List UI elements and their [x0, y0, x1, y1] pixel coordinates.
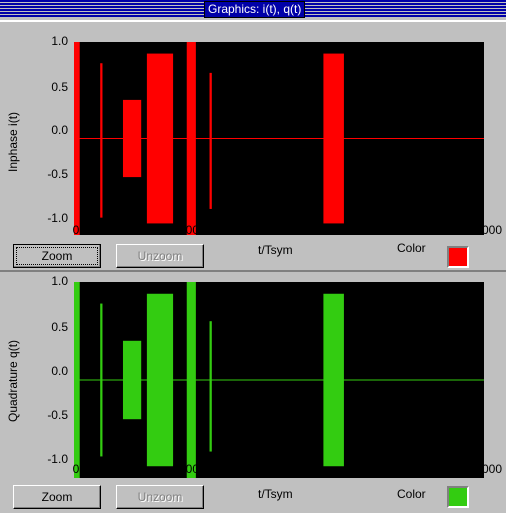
- quadrature-chart: [74, 282, 484, 478]
- quadrature-burst-4: [186, 282, 196, 478]
- quadrature-xtick: 0: [72, 462, 80, 476]
- inphase-xtick: 100000: [282, 223, 324, 237]
- unzoom-button[interactable]: Unzoom: [116, 244, 204, 268]
- inphase-xtick: 150000: [395, 223, 437, 237]
- inphase-x-axis-label: t/Tsym: [258, 243, 293, 257]
- inphase-burst-3: [146, 53, 174, 224]
- zoom-button[interactable]: Zoom: [13, 485, 101, 509]
- quadrature-x-axis-label: t/Tsym: [258, 487, 293, 501]
- quadrature-burst-5: [209, 321, 212, 452]
- inphase-y-axis-label: Inphase i(t): [6, 111, 20, 172]
- quadrature-plot-area[interactable]: [74, 282, 484, 478]
- quadrature-xtick: 100000: [282, 462, 324, 476]
- inphase-xtick: 0: [72, 223, 80, 237]
- unzoom-button[interactable]: Unzoom: [116, 485, 204, 509]
- inphase-ytick: -0.5: [47, 167, 68, 181]
- inphase-burst-4: [186, 42, 196, 235]
- quadrature-burst-3: [146, 293, 174, 467]
- quadrature-xtick: 50000: [172, 462, 206, 476]
- inphase-burst-1: [100, 63, 103, 218]
- quadrature-panel: Quadrature q(t) 1.0 0.5 0.0 -0.5 -1.0 0 …: [0, 270, 506, 513]
- color-swatch[interactable]: [447, 486, 469, 508]
- quadrature-burst-0: [74, 282, 80, 478]
- quadrature-burst-2: [122, 340, 142, 420]
- inphase-burst-0: [74, 42, 80, 235]
- quadrature-ytick: -1.0: [47, 452, 68, 466]
- inphase-ytick: 1.0: [51, 34, 68, 48]
- inphase-xtick: 180000: [461, 223, 503, 237]
- quadrature-ytick: 0.0: [51, 364, 68, 378]
- quadrature-xtick: 150000: [395, 462, 437, 476]
- quadrature-ytick: 0.5: [51, 320, 68, 334]
- color-label: Color: [397, 487, 426, 501]
- inphase-burst-2: [122, 99, 142, 178]
- inphase-chart: [74, 42, 484, 235]
- inphase-panel: Inphase i(t) 1.0 0.5 0.0 -0.5 -1.0 0 500…: [0, 20, 506, 270]
- inphase-burst-5: [209, 72, 212, 209]
- inphase-burst-6: [323, 53, 344, 224]
- window-title: Graphics: i(t), q(t): [204, 1, 306, 18]
- window-titlebar[interactable]: Graphics: i(t), q(t): [0, 0, 506, 18]
- inphase-xtick: 50000: [172, 223, 206, 237]
- inphase-ytick: 0.5: [51, 80, 68, 94]
- zoom-button[interactable]: Zoom: [13, 244, 101, 268]
- color-swatch[interactable]: [447, 246, 469, 268]
- quadrature-ytick: 1.0: [51, 274, 68, 288]
- quadrature-burst-6: [323, 293, 344, 467]
- inphase-ytick: 0.0: [51, 123, 68, 137]
- quadrature-y-axis-label: Quadrature q(t): [6, 339, 20, 422]
- color-label: Color: [397, 241, 426, 255]
- inphase-plot-area[interactable]: [74, 42, 484, 235]
- quadrature-ytick: -0.5: [47, 408, 68, 422]
- quadrature-burst-1: [100, 303, 103, 457]
- inphase-ytick: -1.0: [47, 211, 68, 225]
- quadrature-xtick: 180000: [461, 462, 503, 476]
